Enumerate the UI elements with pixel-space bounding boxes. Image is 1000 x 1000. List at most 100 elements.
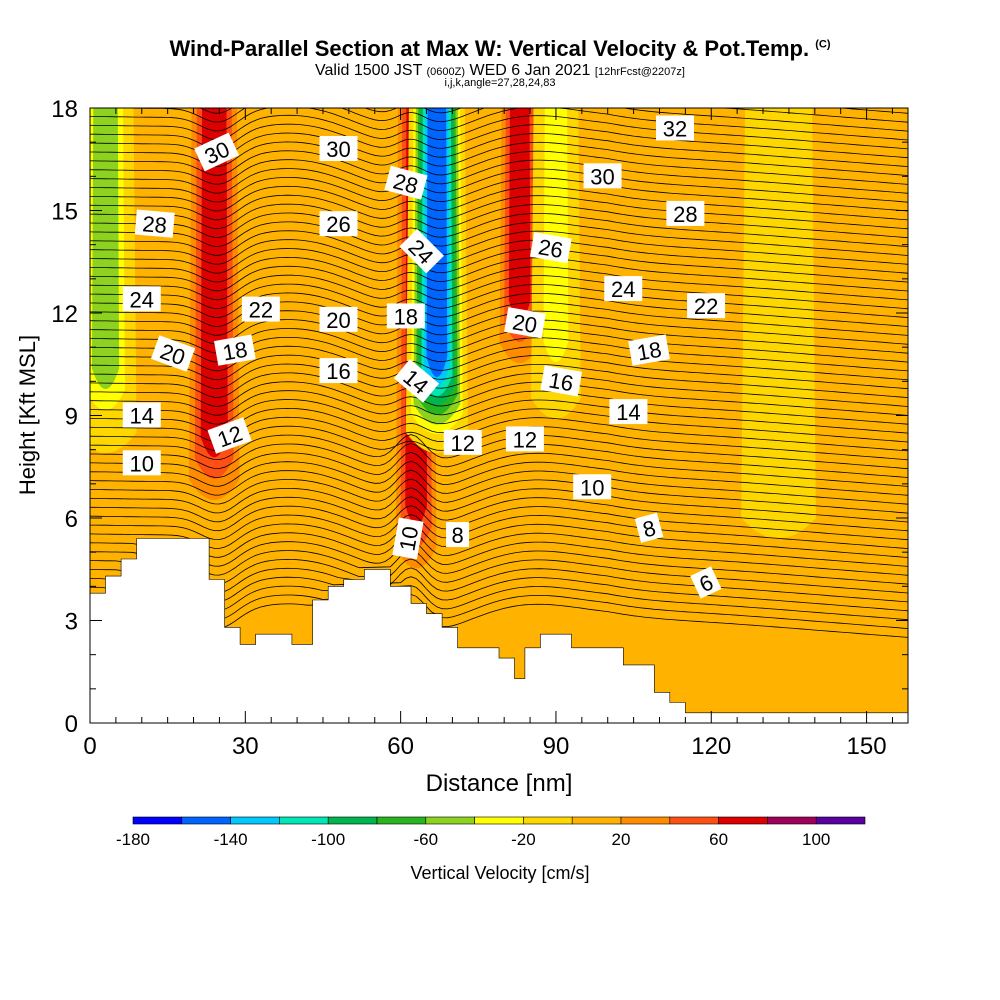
theta-label-text: 16 <box>326 359 350 384</box>
colorbar-tick-label: 100 <box>802 830 830 849</box>
theta-label-text: 30 <box>590 164 614 189</box>
theta-label-box <box>319 211 358 237</box>
theta-contour-line <box>90 301 908 336</box>
theta-label: 22 <box>241 296 280 323</box>
theta-label-text: 24 <box>611 277 635 302</box>
velocity-layer <box>543 108 569 362</box>
theta-contour-line <box>90 522 908 558</box>
theta-label-text: 20 <box>511 309 539 338</box>
theta-label-box <box>134 209 175 238</box>
colorbar-swatch <box>132 816 183 825</box>
theta-label: 20 <box>504 307 546 339</box>
theta-contour-line <box>90 451 908 487</box>
theta-label-box <box>583 163 622 189</box>
colorbar-swatch <box>815 816 866 825</box>
colorbar-tick-label: -100 <box>311 830 345 849</box>
theta-label-box <box>666 200 705 226</box>
theta-label-box <box>241 296 280 322</box>
x-tick-label: 30 <box>232 733 259 760</box>
colorbar-swatch <box>718 816 768 825</box>
theta-label-box <box>634 512 664 543</box>
theta-label: 10 <box>392 517 424 560</box>
valid-zulu: (0600Z) <box>426 66 466 78</box>
chart-title: Wind-Parallel Section at Max W: Vertical… <box>0 36 1000 62</box>
theta-label-box <box>319 136 358 161</box>
theta-label-box <box>628 334 670 366</box>
theta-label: 10 <box>122 450 161 476</box>
theta-contour-line <box>90 248 908 283</box>
theta-contour-line <box>90 185 908 221</box>
theta-contour-line <box>90 576 908 612</box>
theta-label: 14 <box>122 402 161 429</box>
theta-label-box <box>122 450 161 476</box>
theta-contour-line <box>90 540 908 576</box>
theta-contour-line <box>90 505 908 541</box>
y-tick-label: 0 <box>65 711 78 738</box>
theta-contour-line <box>90 531 908 567</box>
theta-label: 18 <box>628 334 670 366</box>
colorbar-swatch <box>620 816 671 825</box>
theta-contour-line <box>90 381 908 416</box>
colorbar-swatch <box>376 816 427 825</box>
theta-label-text: 8 <box>451 523 463 548</box>
theta-label-text: 26 <box>326 212 350 237</box>
theta-label: 14 <box>609 399 648 425</box>
theta-contour-line <box>90 567 908 603</box>
y-tick-label: 9 <box>65 404 78 431</box>
theta-label-text: 26 <box>536 234 564 263</box>
valid-date: WED 6 Jan 2021 <box>469 62 591 79</box>
theta-contour-line <box>199 108 908 123</box>
theta-label: 12 <box>207 417 252 454</box>
theta-contour-line <box>90 283 908 318</box>
theta-label: 18 <box>213 334 256 366</box>
theta-label-box <box>504 307 546 339</box>
theta-label: 28 <box>384 165 428 200</box>
theta-label-box <box>505 426 544 452</box>
colorbar-swatch <box>523 816 573 825</box>
colorbar-swatch <box>571 816 622 825</box>
theta-label: 8 <box>446 522 470 548</box>
theta-label-box <box>446 522 470 548</box>
colorbar-swatch <box>767 816 817 825</box>
theta-contour-line <box>90 212 908 247</box>
theta-label: 6 <box>690 566 722 599</box>
theta-label-text: 32 <box>663 117 687 142</box>
colorbar-swatch <box>327 816 378 825</box>
colorbar-tick-label: -20 <box>511 830 536 849</box>
theta-label-box <box>392 517 424 560</box>
theta-label-box <box>122 402 161 428</box>
theta-contour-line <box>90 203 908 239</box>
theta-label-text: 12 <box>513 427 537 452</box>
theta-contour-line <box>90 194 908 230</box>
x-tick-label: 150 <box>847 733 887 760</box>
theta-contour-line <box>90 372 908 407</box>
theta-label: 24 <box>122 286 161 312</box>
theta-label-box <box>319 358 358 384</box>
velocity-band <box>90 108 137 454</box>
colorbar-swatch <box>181 816 231 825</box>
theta-label: 28 <box>666 200 705 227</box>
theta-contour-line <box>90 239 908 274</box>
forecast-info: [12hrFcst@2207z] <box>594 66 685 78</box>
theta-label-box <box>609 399 648 425</box>
theta-label: 26 <box>319 211 358 237</box>
theta-contour-line <box>90 159 908 194</box>
theta-contour-line <box>90 514 908 549</box>
colorbar-title: Vertical Velocity [cm/s] <box>410 863 590 883</box>
colorbar-swatch <box>230 816 280 825</box>
y-tick-label: 15 <box>51 199 78 226</box>
theta-label-box <box>540 365 583 397</box>
theta-label-box <box>319 306 358 332</box>
theta-label: 12 <box>505 426 544 452</box>
x-axis-label: Distance [nm] <box>426 770 573 797</box>
theta-contour-line <box>90 221 908 256</box>
theta-contour-line <box>90 549 908 585</box>
theta-label-box <box>207 417 252 454</box>
theta-label-text: 14 <box>616 400 640 425</box>
theta-label-text: 22 <box>249 298 273 323</box>
theta-label-box <box>443 429 482 455</box>
theta-label: 16 <box>540 365 583 397</box>
colorbar: -180 -140 -100 -60 -20 20 60 100 <box>116 816 866 849</box>
theta-label-text: 18 <box>394 304 418 329</box>
theta-label: 8 <box>634 512 664 543</box>
